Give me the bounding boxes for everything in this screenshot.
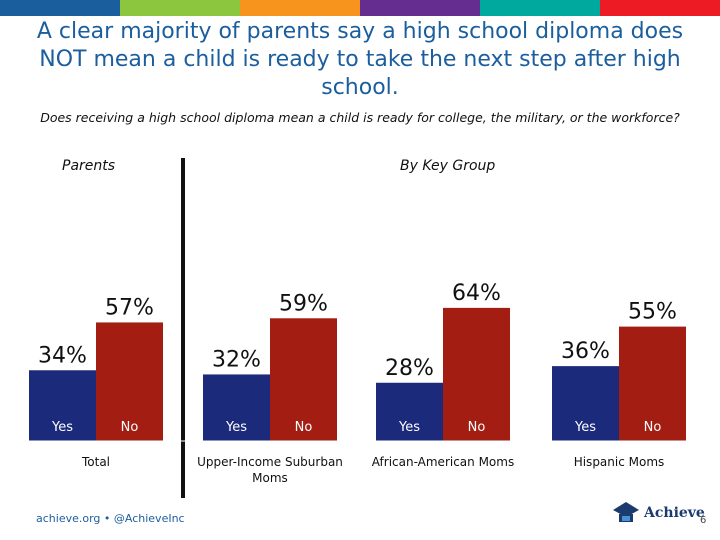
bar-no bbox=[96, 322, 163, 441]
data-label: 34% bbox=[38, 343, 87, 368]
data-label: 64% bbox=[452, 281, 501, 306]
bar-yes bbox=[376, 382, 443, 441]
logo-text: Achieve bbox=[644, 505, 705, 521]
category-label: African-American Moms bbox=[372, 455, 514, 469]
panel-divider bbox=[181, 158, 185, 498]
series-label: No bbox=[644, 420, 662, 435]
data-label: 28% bbox=[385, 356, 434, 381]
bar-yes bbox=[29, 370, 96, 441]
series-label: Yes bbox=[398, 420, 420, 435]
color-stripe bbox=[0, 0, 720, 16]
bar-no bbox=[619, 326, 686, 441]
key-group-label: By Key Group bbox=[400, 158, 496, 174]
stripe-segment bbox=[600, 0, 720, 16]
series-label: No bbox=[295, 420, 313, 435]
series-label: Yes bbox=[225, 420, 247, 435]
series-label: Yes bbox=[51, 420, 73, 435]
series-label: No bbox=[468, 420, 486, 435]
slide-title: A clear majority of parents say a high s… bbox=[36, 19, 684, 100]
series-label: No bbox=[121, 420, 139, 435]
data-label: 57% bbox=[105, 295, 154, 320]
achieve-logo: Achieve bbox=[612, 500, 705, 526]
parents-label: Parents bbox=[62, 158, 116, 174]
series-label: Yes bbox=[574, 420, 596, 435]
data-label: 36% bbox=[561, 339, 610, 364]
bar-no bbox=[270, 318, 337, 441]
category-label: Hispanic Moms bbox=[574, 455, 665, 469]
stripe-segment bbox=[0, 0, 120, 16]
stripe-segment bbox=[120, 0, 240, 16]
data-label: 59% bbox=[279, 291, 328, 316]
survey-question: Does receiving a high school diploma mea… bbox=[40, 110, 680, 125]
page-number: 6 bbox=[700, 515, 707, 526]
bar-no bbox=[443, 307, 510, 441]
footer-handle: achieve.org • @AchieveInc bbox=[36, 512, 185, 525]
stripe-segment bbox=[360, 0, 480, 16]
data-label: 55% bbox=[628, 300, 677, 325]
category-label: Upper-Income Suburban Moms bbox=[197, 455, 343, 485]
bar-yes bbox=[552, 366, 619, 441]
data-label: 32% bbox=[212, 347, 261, 372]
stripe-segment bbox=[240, 0, 360, 16]
stripe-segment bbox=[480, 0, 600, 16]
category-label: Total bbox=[81, 455, 110, 469]
bar-yes bbox=[203, 374, 270, 441]
graduation-cap-icon bbox=[613, 502, 639, 522]
